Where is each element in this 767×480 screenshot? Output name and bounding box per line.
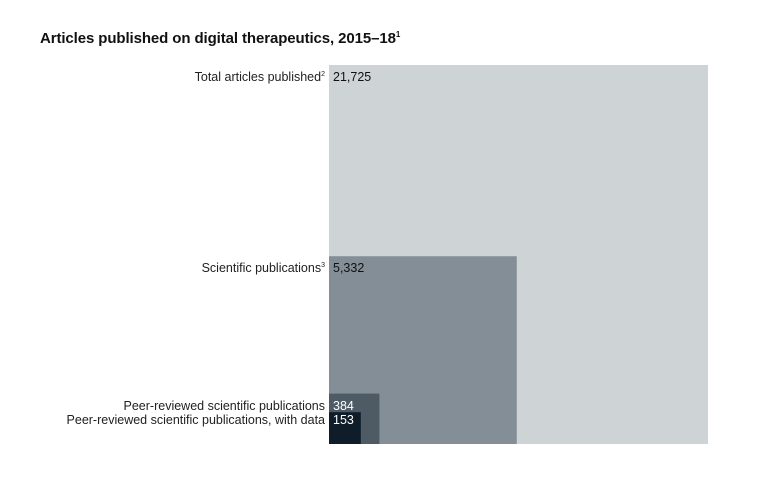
value-label: 5,332 <box>333 261 365 276</box>
value-label: 21,725 <box>333 70 372 84</box>
label-footnote: 2 <box>321 71 325 78</box>
value-label: 153 <box>333 413 354 428</box>
square-peer-reviewed-scientific-publications-with-data <box>329 412 361 444</box>
category-label: Scientific publications3 <box>201 261 325 276</box>
category-label: Peer-reviewed scientific publications, w… <box>66 413 325 428</box>
chart-title: Articles published on digital therapeuti… <box>40 30 401 47</box>
label-footnote: 3 <box>321 262 325 270</box>
title-footnote: 1 <box>395 30 401 39</box>
category-label: Total articles published2 <box>194 70 325 84</box>
value-label: 384 <box>333 398 354 413</box>
category-label: Peer-reviewed scientific publications <box>123 398 325 413</box>
